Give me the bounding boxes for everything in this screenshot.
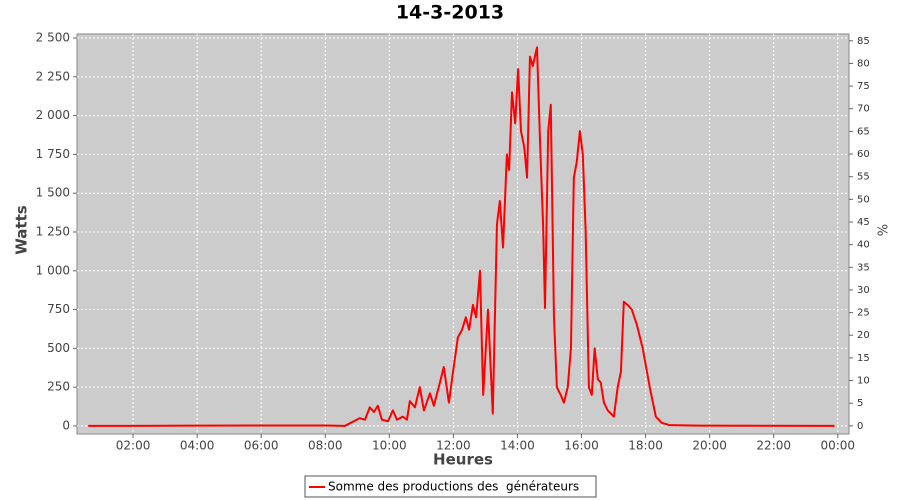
y2-tick-label: 85 [857,36,870,47]
y-tick-label: 250 [47,380,70,394]
y2-tick-label: 10 [857,376,870,387]
x-axis-label: Heures [433,451,493,469]
chart-title: 14-3-2013 [396,2,504,24]
y2-tick-label: 35 [857,262,870,273]
x-tick-label: 08:00 [308,439,343,453]
x-tick-label: 02:00 [116,439,151,453]
y-tick-label: 500 [47,341,70,355]
y2-tick-label: 60 [857,149,870,160]
y-tick-label: 1 250 [36,224,70,238]
y2-tick-label: 55 [857,172,870,183]
y-tick-label: 1 500 [36,186,70,200]
y2-tick-label: 70 [857,104,870,115]
y2-tick-label: 65 [857,126,870,137]
y2-tick-label: 40 [857,240,870,251]
x-tick-label: 12:00 [436,439,471,453]
y2-tick-label: 75 [857,81,870,92]
y2-tick-label: 20 [857,330,870,341]
x-tick-label: 18:00 [628,439,663,453]
y-axis-label: Watts [13,205,31,254]
y-tick-label: 2 000 [36,108,70,122]
legend-label: Somme des productions des générateurs [328,480,579,494]
y2-tick-label: 15 [857,353,870,364]
y-tick-label: 750 [47,302,70,316]
y-tick-label: 1 750 [36,147,70,161]
y2-tick-label: 30 [857,285,870,296]
x-tick-label: 10:00 [372,439,407,453]
x-tick-label: 16:00 [564,439,599,453]
y-tick-label: 2 250 [36,69,70,83]
x-tick-label: 14:00 [500,439,535,453]
y-tick-label: 0 [62,418,70,432]
data-line [88,46,835,427]
plot-area [76,33,850,435]
y2-tick-label: 0 [857,421,863,432]
y2-axis-label: % [877,224,892,236]
y2-tick-label: 50 [857,194,870,205]
legend-box [304,475,597,498]
x-tick-label: 20:00 [692,439,727,453]
x-tick-label: 00:00 [820,439,855,453]
x-tick-label: 04:00 [180,439,215,453]
y2-tick-label: 80 [857,58,870,69]
y2-tick-label: 25 [857,308,870,319]
y2-tick-label: 45 [857,217,870,228]
x-tick-label: 22:00 [756,439,791,453]
legend: Somme des productions des générateurs [304,475,597,498]
x-tick-label: 06:00 [244,439,279,453]
y2-tick-label: 5 [857,398,863,409]
y-tick-label: 2 500 [36,31,70,45]
y-tick-label: 1 000 [36,263,70,277]
